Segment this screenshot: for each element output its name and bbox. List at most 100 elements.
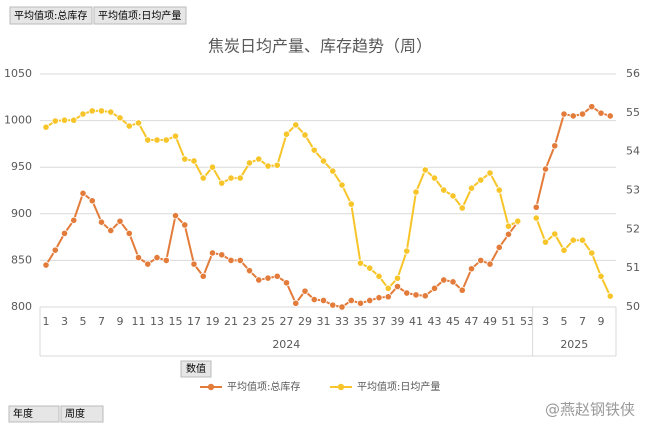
- data-point: [467, 265, 476, 273]
- data-point: [42, 261, 50, 269]
- x-tick-label: 9: [598, 315, 605, 328]
- data-point: [51, 246, 59, 254]
- data-point: [597, 272, 605, 280]
- data-point: [514, 217, 522, 225]
- data-point: [366, 296, 374, 305]
- data-point: [375, 294, 383, 302]
- data-point: [347, 296, 355, 305]
- data-point: [504, 230, 513, 238]
- x-tick-label: 7: [579, 315, 586, 328]
- field-button-text[interactable]: 平均值项:总库存: [14, 9, 87, 22]
- data-point: [588, 103, 596, 111]
- y2-tick-label: 54: [626, 145, 640, 158]
- data-point: [208, 249, 217, 257]
- filter-button[interactable]: [8, 405, 60, 423]
- data-point: [282, 130, 291, 138]
- y-tick-label: 950: [11, 160, 32, 173]
- y-tick-label: 850: [11, 253, 32, 266]
- field-button-text[interactable]: 数值: [186, 362, 206, 375]
- data-point: [375, 272, 383, 280]
- data-point: [449, 192, 457, 200]
- field-button[interactable]: [180, 360, 212, 378]
- x-tick-label: 3: [61, 315, 68, 328]
- data-point: [107, 226, 115, 235]
- y2-tick-label: 51: [626, 261, 640, 274]
- field-button[interactable]: [93, 6, 187, 25]
- data-point: [125, 229, 133, 237]
- data-point: [477, 256, 485, 264]
- data-point: [588, 249, 596, 257]
- data-point: [255, 155, 263, 163]
- data-point: [218, 179, 226, 187]
- filter-button-text[interactable]: 年度: [13, 407, 33, 420]
- data-point: [403, 289, 411, 297]
- data-point: [310, 295, 318, 304]
- data-point: [171, 212, 180, 220]
- data-point: [292, 299, 300, 307]
- data-point: [597, 109, 605, 117]
- y-tick-label: 1050: [4, 67, 32, 80]
- filter-button[interactable]: [60, 405, 104, 423]
- data-point: [551, 230, 559, 238]
- data-point: [366, 264, 374, 272]
- data-point: [319, 296, 328, 305]
- x-tick-label: 23: [243, 315, 257, 328]
- x-group-label: 2025: [560, 338, 588, 351]
- data-point: [403, 247, 411, 255]
- x-tick-label: 19: [206, 315, 220, 328]
- x-tick-label: 1: [43, 315, 50, 328]
- data-point: [162, 136, 170, 144]
- chart-title: 焦炭日均产量、库存趋势（周）: [208, 37, 432, 56]
- data-point: [245, 159, 254, 167]
- data-point: [60, 116, 69, 124]
- legend-label: 平均值项:日均产量: [357, 380, 440, 393]
- data-point: [153, 254, 161, 262]
- data-point: [264, 274, 272, 282]
- data-point: [440, 276, 448, 284]
- data-point: [430, 174, 439, 182]
- y2-tick-label: 53: [626, 184, 640, 197]
- x-tick-label: 17: [187, 315, 201, 328]
- data-point: [477, 176, 485, 184]
- data-point: [606, 112, 614, 120]
- watermark: @燕赵钢铁侠: [545, 401, 635, 419]
- x-tick-label: 3: [542, 315, 549, 328]
- field-button[interactable]: [9, 6, 93, 25]
- data-point: [70, 116, 78, 124]
- data-point: [97, 107, 106, 115]
- data-point: [532, 214, 540, 222]
- data-point: [134, 119, 143, 127]
- field-button-text[interactable]: 平均值项:日均产量: [98, 9, 181, 22]
- x-tick-label: 11: [132, 315, 146, 328]
- data-point: [144, 260, 152, 268]
- x-tick-label: 33: [335, 315, 349, 328]
- data-point: [541, 165, 550, 173]
- data-point: [495, 243, 503, 251]
- data-point: [51, 117, 59, 125]
- data-point: [273, 272, 281, 280]
- filter-button-text[interactable]: 周度: [65, 407, 85, 420]
- x-tick-label: 5: [561, 315, 568, 328]
- data-point: [88, 107, 96, 115]
- data-point: [42, 123, 50, 131]
- data-point: [171, 132, 180, 140]
- x-tick-label: 41: [409, 315, 423, 328]
- data-point: [578, 110, 587, 118]
- data-point: [347, 200, 355, 208]
- x-tick-label: 37: [372, 315, 386, 328]
- data-point: [467, 184, 476, 192]
- x-tick-label: 13: [150, 315, 164, 328]
- data-point: [125, 122, 133, 130]
- x-tick-label: 47: [465, 315, 479, 328]
- data-point: [227, 256, 235, 264]
- data-point: [255, 276, 263, 284]
- data-point: [301, 131, 309, 139]
- x-tick-label: 43: [428, 315, 442, 328]
- x-tick-label: 51: [502, 315, 516, 328]
- data-point: [97, 218, 106, 226]
- data-point: [301, 287, 309, 295]
- data-point: [236, 256, 244, 264]
- data-point: [338, 303, 346, 311]
- data-point: [606, 292, 614, 300]
